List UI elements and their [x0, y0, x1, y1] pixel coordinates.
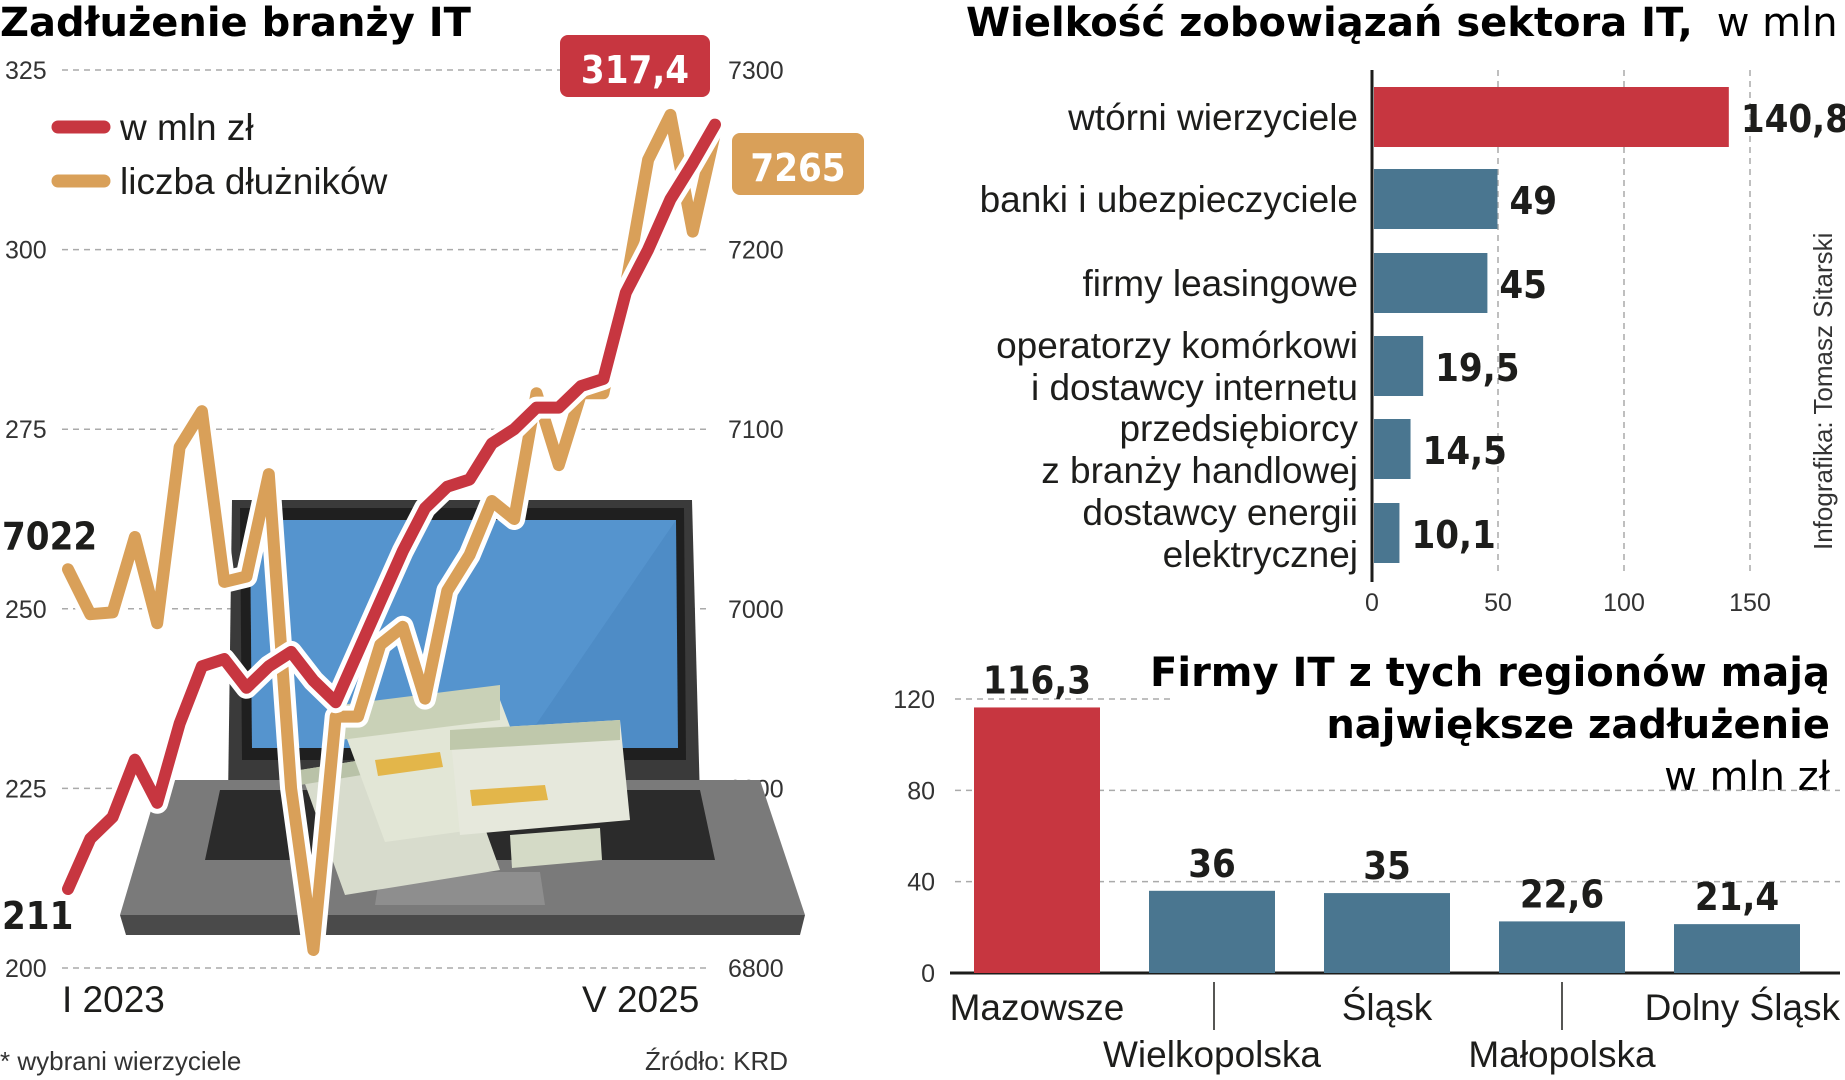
vbar-y-tick: 40: [907, 869, 935, 897]
vbar-category-label: Mazowsze: [950, 987, 1125, 1028]
hbar-x-tick: 150: [1729, 589, 1771, 617]
hbar-bar: [1374, 169, 1498, 229]
right-axis-tick: 7000: [728, 596, 784, 624]
vbar-value-label: 22,6: [1520, 872, 1604, 916]
hbar-value-label: 45: [1499, 263, 1547, 307]
vbar-title-line-2: największe zadłużenie: [1326, 702, 1830, 748]
hbar-bars: 140,8 wtórni wierzyciele 49 banki i ubezpie…: [980, 87, 1845, 575]
hbar-category-label: z branży handlowej: [1041, 450, 1358, 491]
right-axis-tick: 6800: [728, 955, 784, 983]
hbar-value-label: 140,8: [1741, 97, 1845, 141]
x-label-end: V 2025: [582, 979, 699, 1020]
vbar-category-label: Wielkopolska: [1103, 1034, 1321, 1075]
vbar-y-tick: 80: [907, 777, 935, 805]
vbar-bar: [1149, 890, 1275, 973]
x-label-start: I 2023: [62, 979, 165, 1020]
hbar-bar: [1374, 253, 1488, 313]
source-note: Źródło: KRD: [645, 1046, 788, 1076]
series-end-badge: [560, 35, 710, 97]
hbar-value-label: 49: [1509, 179, 1557, 223]
vbar-category-label: Dolny Śląsk: [1645, 986, 1841, 1028]
hbar-category-label: przedsiębiorcy: [1119, 408, 1358, 449]
hbar-value-label: 14,5: [1423, 429, 1507, 473]
left-axis-tick: 275: [5, 416, 47, 444]
vbar-value-label: 116,3: [983, 658, 1091, 702]
hbar-x-tick: 50: [1484, 589, 1512, 617]
vbar-bar: [974, 707, 1100, 973]
footnote: * wybrani wierzyciele: [0, 1046, 241, 1076]
line-chart-labels: 7022 7265 211 317,4: [2, 35, 864, 938]
series-end-label: 317,4: [581, 48, 689, 92]
vbar-bar: [1499, 921, 1625, 973]
series-start-label: 211: [2, 894, 73, 938]
hbar-title-main: Wielkość zobowiązań sektora IT,: [966, 0, 1693, 46]
hbar-category-label: dostawcy energii: [1082, 492, 1358, 533]
vbar-title-line-1: Firmy IT z tych regionów mają: [1150, 650, 1830, 696]
vbar-value-label: 21,4: [1695, 875, 1779, 919]
vbar-category-label: Małopolska: [1468, 1034, 1656, 1075]
hbar-category-label: i dostawcy internetu: [1031, 367, 1358, 408]
vbar-title-unit: w mln zł: [1664, 754, 1831, 800]
hbar-value-label: 10,1: [1411, 513, 1495, 557]
hbar-gridlines: 0 50 100 150: [1365, 70, 1771, 617]
series-end-label: 7265: [750, 146, 845, 190]
series-line: [62, 118, 721, 895]
hbar-title-unit: w mln zł*: [1717, 0, 1845, 46]
hbar-bar: [1374, 336, 1424, 396]
line-chart-gridlines: 3257300300720027571002507000225690020068…: [5, 57, 784, 983]
line-chart-legend: w mln zł liczba dłużników: [51, 107, 388, 202]
vbar-bars: 116,3 Mazowsze 36 Wielkopolska 35 Śląsk 22,6 Ma…: [950, 658, 1841, 1075]
left-axis-tick: 250: [5, 596, 47, 624]
hbar-bar: [1374, 87, 1729, 147]
left-axis-tick: 300: [5, 237, 47, 265]
line-chart-title: Zadłużenie branży IT: [0, 0, 472, 46]
right-axis-tick: 7300: [728, 57, 784, 85]
vbar-category-label: Śląsk: [1342, 986, 1433, 1028]
hbar-bar: [1374, 503, 1400, 563]
hbar-category-label: operatorzy komórkowi: [996, 325, 1358, 366]
hbar-category-label: firmy leasingowe: [1082, 263, 1358, 304]
hbar-x-tick: 100: [1603, 589, 1645, 617]
vbar-bar: [1674, 924, 1800, 973]
hbar-category-label: wtórni wierzyciele: [1067, 97, 1358, 138]
infographic-credit: Infografika: Tomasz Sitarski: [1808, 233, 1838, 550]
left-axis-tick: 200: [5, 955, 47, 983]
legend-label-debtors: liczba dłużników: [120, 161, 388, 202]
vbar-value-label: 35: [1363, 844, 1411, 888]
banknote-stacks-illustration: [300, 685, 630, 895]
series-end-badge: [732, 133, 864, 195]
vbar-y-tick: 0: [921, 960, 935, 988]
vbar-value-label: 36: [1188, 842, 1236, 886]
hbar-chart-title: Wielkość zobowiązań sektora IT, w mln zł…: [966, 0, 1845, 46]
hbar-value-label: 19,5: [1435, 346, 1519, 390]
hbar-x-tick: 0: [1365, 589, 1379, 617]
legend-label-amount: w mln zł: [119, 107, 254, 148]
hbar-bar: [1374, 419, 1411, 479]
right-axis-tick: 7100: [728, 416, 784, 444]
hbar-category-label: banki i ubezpieczyciele: [980, 179, 1358, 220]
line-chart-series: [57, 103, 726, 961]
right-axis-tick: 7200: [728, 237, 784, 265]
vbar-y-tick: 120: [893, 686, 935, 714]
hbar-category-label: elektrycznej: [1163, 534, 1358, 575]
left-axis-tick: 325: [5, 57, 47, 85]
left-axis-tick: 225: [5, 775, 47, 803]
vbar-bar: [1324, 893, 1450, 973]
series-start-label: 7022: [2, 514, 97, 558]
